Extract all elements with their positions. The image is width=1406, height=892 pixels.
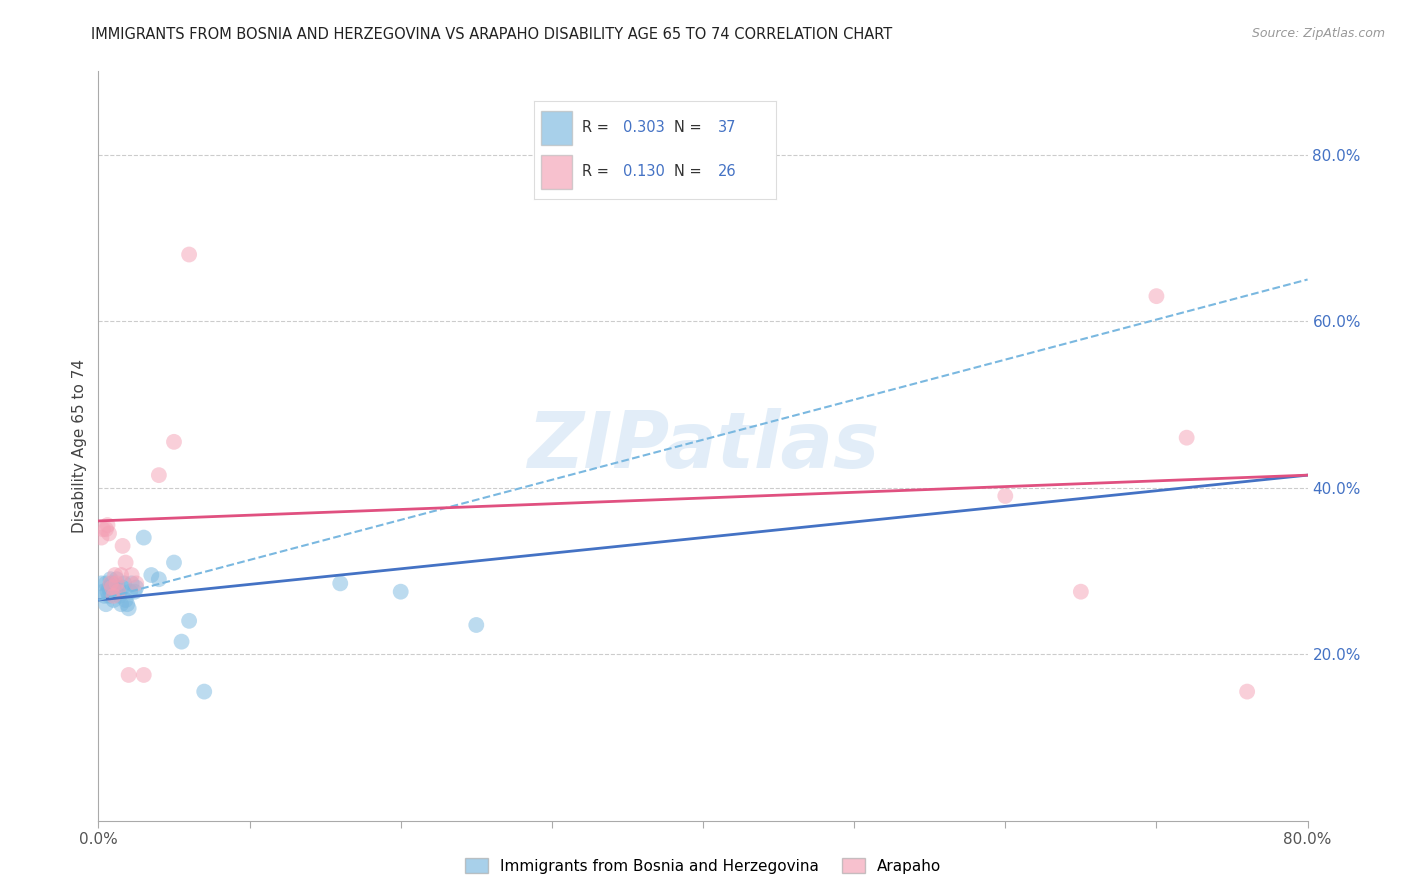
Point: [94, 576, 117, 591]
Point: [91, 584, 114, 599]
Point: [107, 584, 129, 599]
Point: [114, 593, 136, 607]
Point: [98, 581, 121, 595]
Point: [141, 568, 163, 582]
Point: [994, 489, 1017, 503]
Point: [465, 618, 488, 632]
Point: [100, 572, 122, 586]
Point: [110, 568, 132, 582]
Point: [163, 434, 186, 449]
Point: [94, 597, 117, 611]
Point: [124, 584, 146, 599]
Point: [96, 584, 118, 599]
Point: [114, 556, 136, 570]
Point: [94, 522, 117, 536]
Legend: Immigrants from Bosnia and Herzegovina, Arapaho: Immigrants from Bosnia and Herzegovina, …: [458, 852, 948, 880]
Point: [98, 589, 121, 603]
Point: [103, 589, 125, 603]
Point: [179, 247, 201, 261]
Point: [101, 581, 124, 595]
Point: [389, 584, 412, 599]
Point: [132, 531, 155, 545]
Y-axis label: Disability Age 65 to 74: Disability Age 65 to 74: [72, 359, 87, 533]
Point: [163, 556, 186, 570]
Point: [118, 668, 141, 682]
Point: [148, 572, 170, 586]
Point: [107, 581, 129, 595]
Point: [90, 531, 112, 545]
Text: Source: ZipAtlas.com: Source: ZipAtlas.com: [1251, 27, 1385, 40]
Point: [104, 568, 127, 582]
Point: [90, 576, 112, 591]
Point: [110, 597, 132, 611]
Point: [1070, 584, 1092, 599]
Point: [193, 684, 215, 698]
Point: [121, 568, 143, 582]
Point: [132, 668, 155, 682]
Point: [98, 526, 121, 541]
Point: [105, 576, 128, 591]
Point: [91, 522, 114, 536]
Point: [1236, 684, 1258, 698]
Point: [103, 593, 125, 607]
Point: [111, 539, 134, 553]
Point: [148, 468, 170, 483]
Point: [100, 584, 122, 599]
Point: [120, 584, 142, 599]
Point: [96, 518, 118, 533]
Point: [112, 576, 135, 591]
Point: [108, 589, 131, 603]
Point: [118, 601, 141, 615]
Point: [100, 576, 122, 591]
Point: [101, 576, 124, 591]
Point: [329, 576, 352, 591]
Point: [1175, 431, 1198, 445]
Point: [121, 576, 143, 591]
Text: IMMIGRANTS FROM BOSNIA AND HERZEGOVINA VS ARAPAHO DISABILITY AGE 65 TO 74 CORREL: IMMIGRANTS FROM BOSNIA AND HERZEGOVINA V…: [91, 27, 893, 42]
Point: [125, 576, 148, 591]
Point: [125, 581, 148, 595]
Point: [105, 572, 128, 586]
Point: [115, 597, 138, 611]
Point: [111, 581, 134, 595]
Text: ZIPatlas: ZIPatlas: [527, 408, 879, 484]
Point: [170, 634, 193, 648]
Point: [1144, 289, 1167, 303]
Point: [104, 584, 127, 599]
Point: [179, 614, 201, 628]
Point: [103, 581, 125, 595]
Point: [93, 589, 115, 603]
